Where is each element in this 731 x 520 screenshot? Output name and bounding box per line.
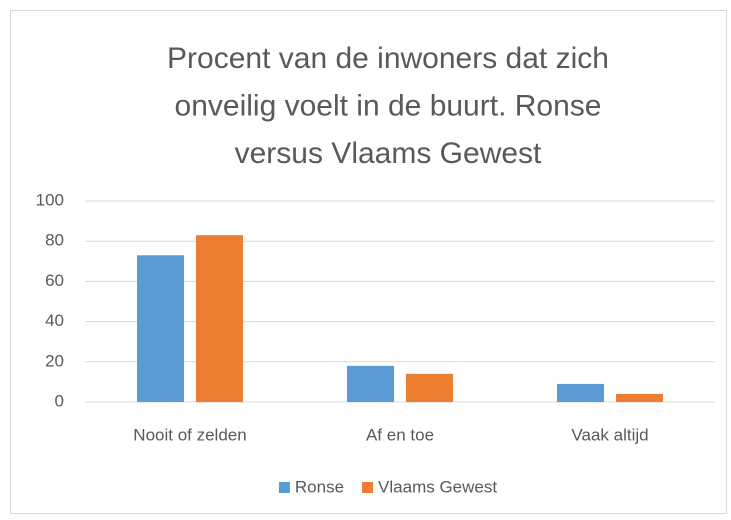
y-tick-label: 0	[55, 391, 64, 410]
chart-title: Procent van de inwoners dat zich onveilig…	[167, 42, 609, 170]
y-tick-label: 100	[36, 190, 64, 209]
legend-label: Vlaams Gewest	[378, 477, 497, 496]
y-tick-label: 80	[45, 231, 64, 250]
x-tick-label: Nooit of zelden	[133, 425, 246, 444]
bar	[406, 373, 453, 402]
y-tick-label: 40	[45, 311, 64, 330]
y-tick-label: 60	[45, 271, 64, 290]
legend-swatch	[278, 482, 290, 493]
legend-swatch	[362, 482, 374, 493]
bar	[137, 255, 184, 402]
chart-border	[10, 10, 727, 514]
bar	[616, 393, 663, 402]
bar	[196, 235, 243, 402]
legend-label: Ronse	[295, 477, 344, 496]
x-tick-label: Af en toe	[366, 425, 434, 444]
bar	[347, 365, 394, 402]
bar	[557, 383, 604, 402]
y-tick-label: 20	[45, 351, 64, 370]
x-tick-label: Vaak altijd	[571, 425, 648, 444]
